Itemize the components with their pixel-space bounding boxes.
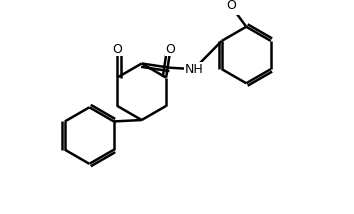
Text: NH: NH (184, 63, 203, 76)
Text: O: O (112, 43, 122, 56)
Text: O: O (165, 43, 175, 56)
Text: O: O (226, 0, 236, 12)
